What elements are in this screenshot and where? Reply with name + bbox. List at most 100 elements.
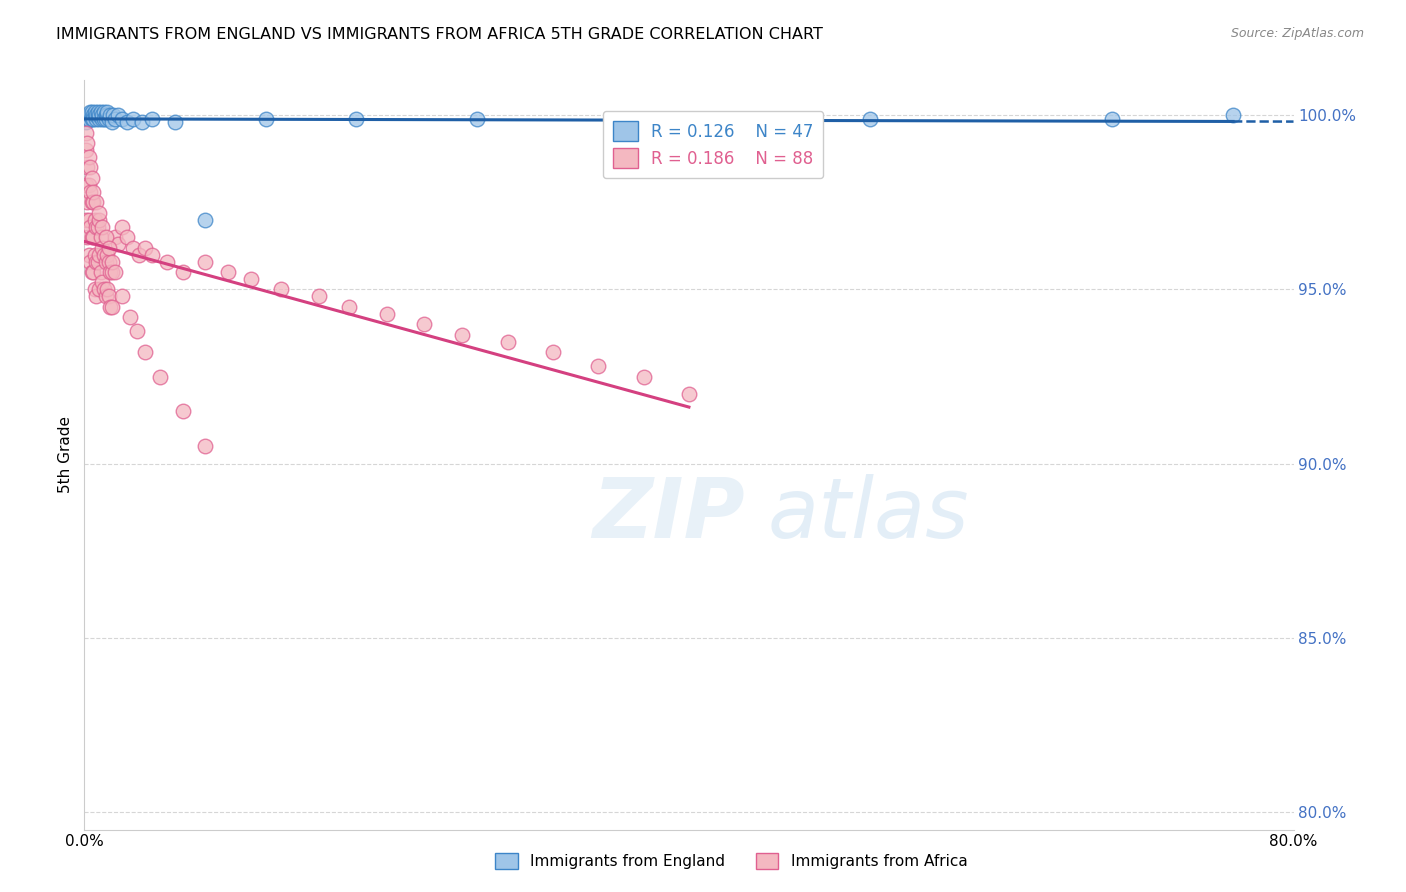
Point	[165, 115, 187, 129]
Point	[93, 247, 115, 261]
Point	[84, 104, 107, 119]
Point	[451, 327, 474, 342]
Point	[82, 185, 104, 199]
Point	[128, 247, 150, 261]
Point	[79, 219, 101, 234]
Point	[254, 112, 277, 126]
Point	[84, 108, 107, 122]
Point	[678, 387, 700, 401]
Point	[77, 108, 100, 122]
Point	[172, 265, 194, 279]
Point	[121, 112, 143, 126]
Point	[87, 219, 110, 234]
Text: Source: ZipAtlas.com: Source: ZipAtlas.com	[1230, 27, 1364, 40]
Point	[80, 230, 103, 244]
Point	[75, 126, 97, 140]
Point	[82, 108, 104, 122]
Point	[93, 104, 115, 119]
Point	[134, 345, 156, 359]
Point	[588, 359, 610, 373]
Point	[86, 112, 108, 126]
Point	[121, 241, 143, 255]
Point	[217, 265, 239, 279]
Point	[648, 115, 671, 129]
Point	[859, 112, 882, 126]
Point	[93, 282, 115, 296]
Point	[94, 254, 117, 268]
Point	[86, 254, 108, 268]
Point	[96, 247, 118, 261]
Point	[75, 178, 97, 192]
Point	[84, 212, 107, 227]
Point	[97, 241, 120, 255]
Point	[107, 237, 129, 252]
Point	[100, 265, 122, 279]
Point	[91, 219, 114, 234]
Point	[633, 369, 655, 384]
Point	[115, 115, 138, 129]
Point	[84, 247, 107, 261]
Point	[77, 212, 100, 227]
Point	[194, 439, 217, 453]
Point	[496, 334, 519, 349]
Point	[98, 300, 121, 314]
Point	[96, 104, 118, 119]
Point	[97, 254, 120, 268]
Point	[79, 161, 101, 175]
Point	[1101, 112, 1123, 126]
Point	[194, 254, 217, 268]
Point	[194, 212, 217, 227]
Point	[76, 136, 98, 150]
Point	[90, 230, 112, 244]
Point	[131, 115, 153, 129]
Point	[77, 247, 100, 261]
Point	[77, 150, 100, 164]
Point	[89, 212, 111, 227]
Point	[337, 300, 360, 314]
Point	[134, 241, 156, 255]
Point	[89, 282, 111, 296]
Point	[97, 289, 120, 303]
Point	[79, 185, 101, 199]
Point	[82, 230, 104, 244]
Point	[104, 265, 127, 279]
Point	[94, 289, 117, 303]
Point	[172, 404, 194, 418]
Point	[118, 310, 141, 325]
Point	[79, 254, 101, 268]
Point	[156, 254, 179, 268]
Point	[90, 265, 112, 279]
Point	[375, 307, 398, 321]
Point	[82, 265, 104, 279]
Point	[94, 112, 117, 126]
Point	[89, 108, 111, 122]
Point	[94, 230, 117, 244]
Point	[75, 115, 97, 129]
Point	[82, 195, 104, 210]
Point	[80, 112, 103, 126]
Point	[541, 345, 564, 359]
Point	[98, 265, 121, 279]
Y-axis label: 5th Grade: 5th Grade	[58, 417, 73, 493]
Point	[100, 254, 122, 268]
Point	[76, 161, 98, 175]
Point	[104, 112, 127, 126]
Point	[80, 170, 103, 185]
Point	[91, 241, 114, 255]
Point	[127, 324, 149, 338]
Point	[76, 195, 98, 210]
Point	[98, 108, 121, 122]
Point	[96, 108, 118, 122]
Point	[80, 195, 103, 210]
Point	[84, 282, 107, 296]
Point	[100, 115, 122, 129]
Point	[96, 282, 118, 296]
Point	[97, 112, 120, 126]
Point	[270, 282, 292, 296]
Point	[86, 219, 108, 234]
Point	[75, 143, 97, 157]
Point	[101, 108, 124, 122]
Point	[79, 108, 101, 122]
Point	[104, 230, 127, 244]
Legend: R = 0.126    N = 47, R = 0.186    N = 88: R = 0.126 N = 47, R = 0.186 N = 88	[603, 112, 824, 178]
